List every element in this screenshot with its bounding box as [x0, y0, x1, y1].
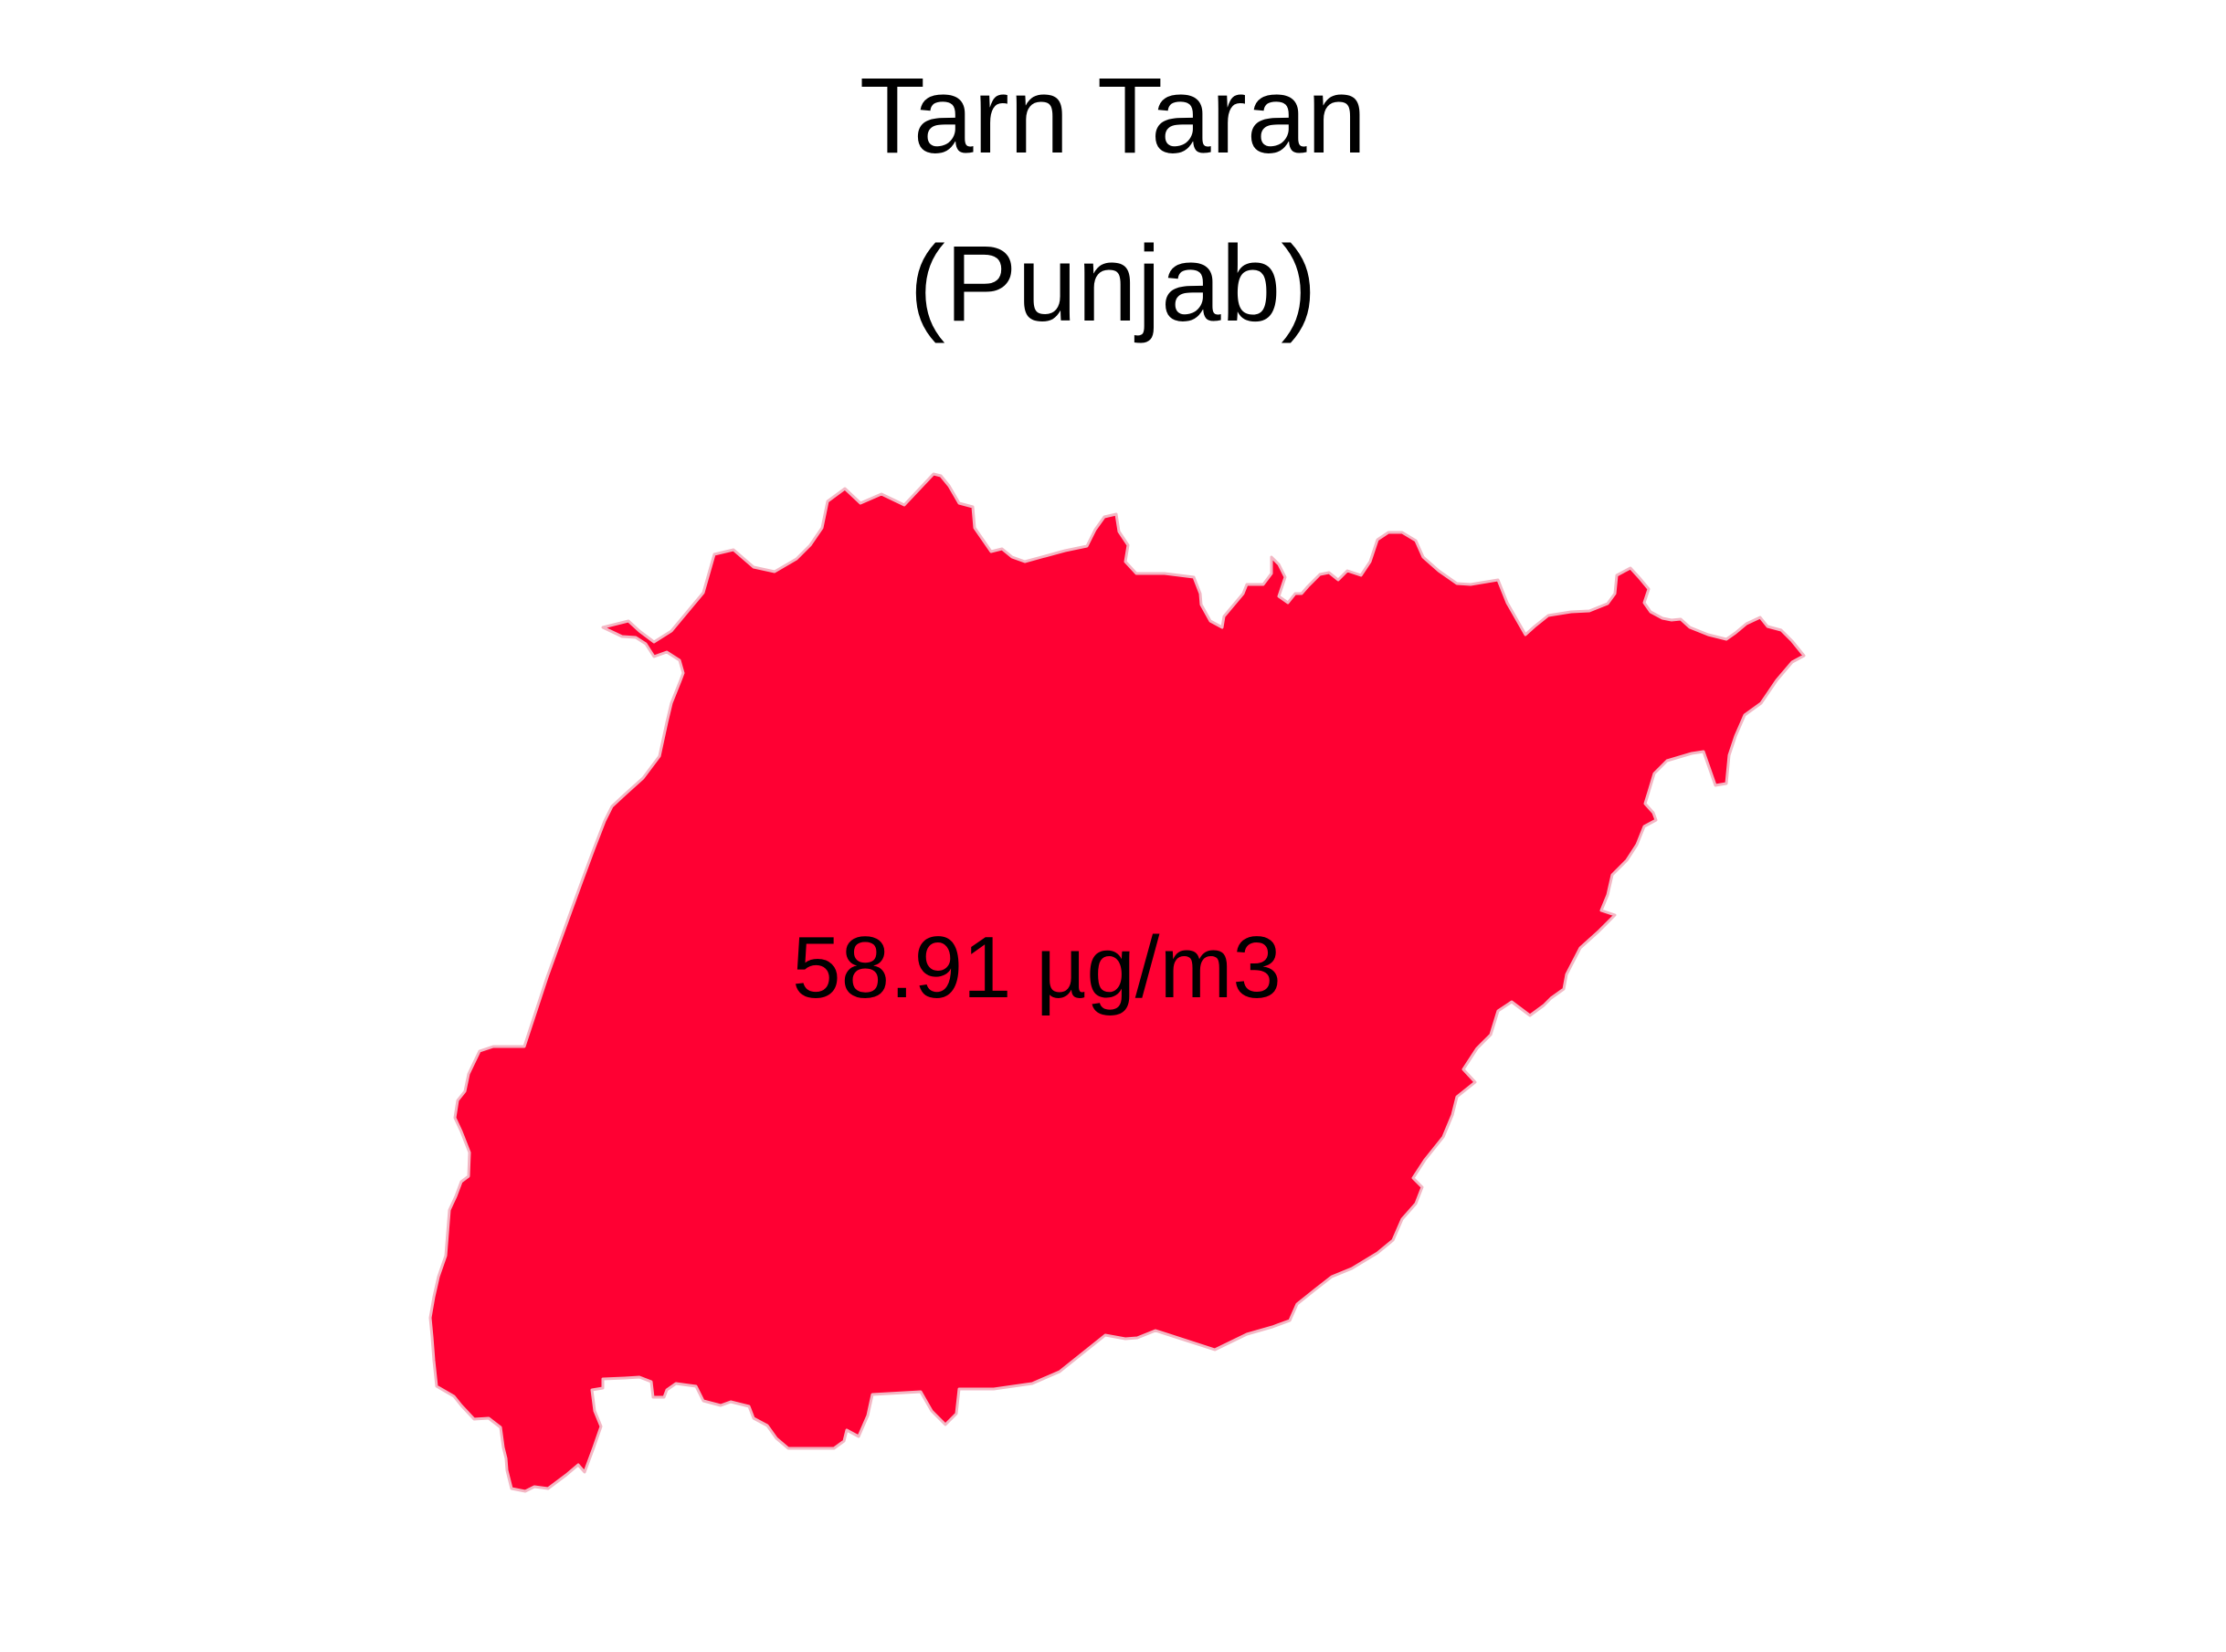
map-title: Tarn Taran: [859, 56, 1367, 176]
pollution-value-label: 58.91 µg/m3: [792, 919, 1282, 1016]
district-region-shape: [428, 472, 1806, 1493]
map-subtitle: (Punjab): [909, 224, 1317, 344]
